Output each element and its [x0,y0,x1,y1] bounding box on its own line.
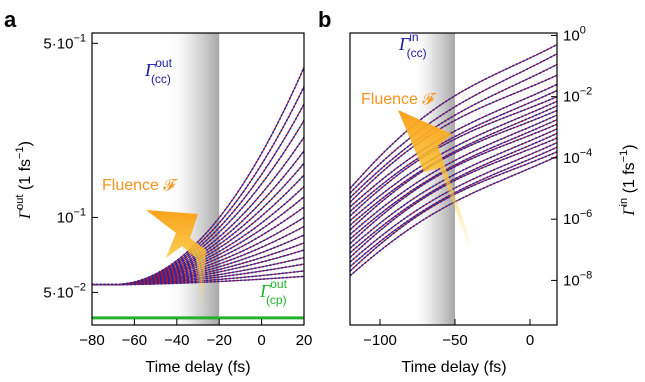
y-tick-label-exp: −1 [73,32,86,44]
x-tick-label: 20 [296,332,313,349]
panel-a-cc-sup: out [155,56,172,70]
y-tick-label-exp: −6 [580,208,593,220]
y-tick-label-base: 10 [563,150,580,167]
panel-a-cp-symbol: Γ [259,281,271,301]
panel-a: a −80 −60 −40 −20 0 205·10−110−15·10−2 Γout (c… [4,7,312,376]
panel-b-ylabel-symbol: Γ [621,206,638,217]
panel-a-cc-symbol: Γ [144,60,156,80]
panel-a-cc-sub: (cc) [151,72,171,86]
y-tick-label-exp: −1 [73,206,86,218]
x-tick-label: −20 [206,332,231,349]
y-tick-label-base: 10 [563,211,580,228]
panel-a-ylabel-symbol: Γ [17,209,34,220]
series-line-15-blue [350,137,557,259]
panel-b-fluence-label: Fluence 𝓕 [361,91,437,108]
y-tick-label: 10−2 [563,86,592,106]
series-line-7-blue [350,100,557,222]
series-line-12-blue [350,123,557,245]
panel-b-cc-symbol: Γ [398,34,410,54]
y-tick-label: 100 [563,24,586,44]
y-tick-label-exp: −4 [580,147,593,159]
y-tick-label-exp: −8 [580,269,593,281]
series-line-4-red [350,83,557,208]
x-tick-label: −80 [79,332,104,349]
series-line-3-blue [350,74,557,203]
series-line-14-blue [350,132,557,254]
panel-a-fluence-arrow [146,210,206,312]
y-tick-label-base: 10 [563,272,580,289]
panel-b-curves [350,43,557,277]
y-tick-label: 10−1 [57,206,86,226]
panel-b-cc-sub: (cc) [407,46,427,60]
series-line-2-blue [350,63,557,199]
x-tick-label: −40 [164,332,189,349]
series-line-10-blue [350,114,557,236]
y-tick-label-base: 5·10 [43,35,73,52]
panel-b-ylabel-unit-sup: −1 [618,150,630,163]
panel-a-frame [91,32,305,326]
series-line-19-blue [92,275,304,286]
series-line-11-blue [350,118,557,240]
y-tick-label-base: 10 [563,89,580,106]
y-tick-label-exp: 0 [580,24,586,36]
panel-b-fluence-arrow [398,110,470,250]
y-tick-label-base: 5·10 [43,284,73,301]
y-tick-label-base: 10 [57,209,74,226]
series-line-0-blue [350,43,557,190]
y-tick-label-base: 10 [563,27,580,44]
panel-a-ylabel-tail: ) [17,141,34,146]
panel-a-ylabel-unit: (1 fs [17,159,34,195]
panel-b-letter: b [318,7,331,32]
x-tick-label: −100 [363,332,397,349]
x-tick-label: 0 [526,332,534,349]
panel-a-cp-annotation: Γout (cp) [259,277,288,307]
panel-b-ylabel-tail: ) [621,144,638,149]
panel-b-ylabel-sup: in [618,198,630,207]
series-line-13-blue [350,128,557,249]
y-tick-label-exp: −2 [73,281,86,293]
y-tick-label-exp: −2 [580,86,593,98]
y-tick-label: 10−8 [563,269,592,289]
series-line-9-blue [350,109,557,231]
series-line-5-blue [350,89,557,213]
x-tick-label: 0 [257,332,265,349]
series-line-8-blue [350,105,557,226]
panel-b-cc-annotation: Γin (cc) [398,30,427,60]
panel-a-letter: a [4,7,17,32]
y-tick-label: 10−6 [563,208,592,228]
x-tick-label: −50 [442,332,467,349]
panel-b-cc-sup: in [409,30,418,44]
panel-a-fluence-label: Fluence 𝓕 [102,177,178,194]
panel-b-ylabel-unit: (1 fs [621,162,638,198]
panel-a-ticks: −80 −60 −40 −20 0 205·10−110−15·10−2 [43,32,312,349]
panel-a-ylabel-sup: out [14,195,26,210]
panel-b-frame [349,32,558,326]
panel-a-cp-sub: (cp) [266,293,287,307]
panel-a-ylabel-unit-sup: −1 [14,146,26,159]
panel-b-xlabel: Time delay (fs) [401,359,506,376]
y-tick-label: 10−4 [563,147,592,167]
panel-a-cp-sup: out [270,277,287,291]
y-tick-label: 5·10−2 [43,281,86,301]
series-line-18-blue [350,151,557,272]
panel-a-ylabel: Γout (1 fs−1) [14,141,34,220]
panel-a-xlabel: Time delay (fs) [145,359,250,376]
series-line-16-blue [350,141,557,263]
panel-a-cc-annotation: Γout (cc) [144,56,173,86]
panel-b-ylabel: Γin (1 fs−1) [618,144,638,216]
x-tick-label: −60 [122,332,147,349]
y-tick-label: 5·10−1 [43,32,86,52]
series-line-6-blue [350,95,557,217]
series-line-1-blue [350,53,557,194]
